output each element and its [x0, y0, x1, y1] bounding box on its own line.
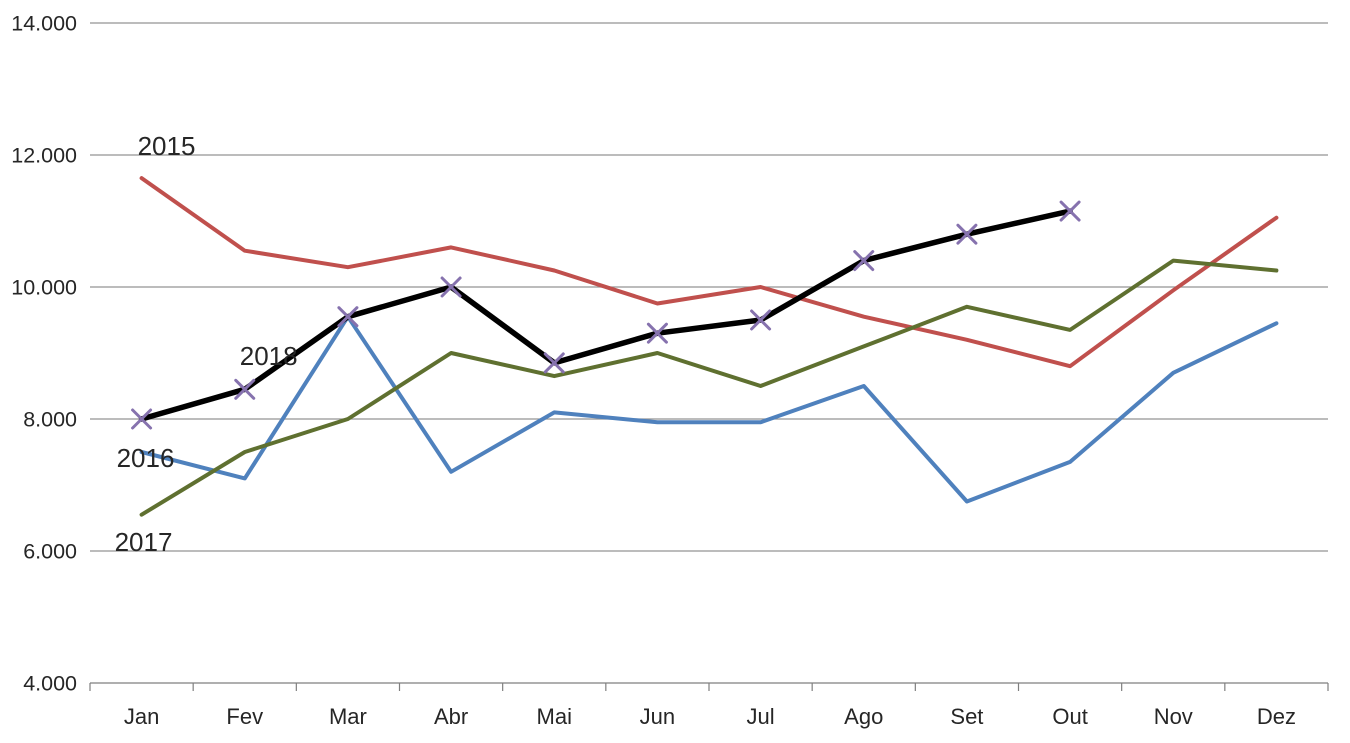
series-line-2018: [138, 208, 1073, 422]
series-line-2017: [139, 258, 1279, 517]
x-axis-label-mai: Mai: [537, 704, 572, 729]
data-point-marker-2018: [543, 352, 565, 374]
x-axis-label-ago: Ago: [844, 704, 883, 729]
series-label-2017: 2017: [115, 527, 173, 557]
x-axis-label-out: Out: [1052, 704, 1087, 729]
x-axis-label-jun: Jun: [640, 704, 675, 729]
y-axis-tick-label: 10.000: [11, 276, 77, 300]
series-line-2016: [139, 314, 1279, 504]
data-point-marker-2018: [646, 322, 668, 344]
y-axis-tick-label: 6.000: [23, 540, 77, 564]
data-point-marker-2018: [956, 223, 978, 245]
x-axis-label-mar: Mar: [329, 704, 367, 729]
x-axis-label-jan: Jan: [124, 704, 159, 729]
y-axis-tick-label: 8.000: [23, 408, 77, 432]
data-point-marker-2018: [1059, 200, 1081, 222]
data-point-marker-2018: [234, 378, 256, 400]
data-point-marker-2018: [131, 408, 153, 430]
x-axis-label-nov: Nov: [1154, 704, 1193, 729]
x-axis-label-fev: Fev: [226, 704, 263, 729]
y-axis-tick-label: 4.000: [23, 672, 77, 696]
y-axis-tick-label: 12.000: [11, 144, 77, 168]
x-axis-label-set: Set: [950, 704, 983, 729]
series-line-2015: [139, 176, 1279, 369]
data-point-marker-2018: [750, 309, 772, 331]
data-point-marker-2018: [853, 250, 875, 272]
data-point-marker-2018: [440, 276, 462, 298]
series-label-2015: 2015: [138, 131, 196, 161]
x-axis-label-dez: Dez: [1257, 704, 1296, 729]
x-axis-label-abr: Abr: [434, 704, 468, 729]
data-point-marker-2018: [337, 306, 359, 328]
series-label-2018: 2018: [240, 341, 298, 371]
y-axis-tick-label: 14.000: [11, 12, 77, 36]
x-axis-label-jul: Jul: [747, 704, 775, 729]
series-label-2016: 2016: [117, 443, 175, 473]
